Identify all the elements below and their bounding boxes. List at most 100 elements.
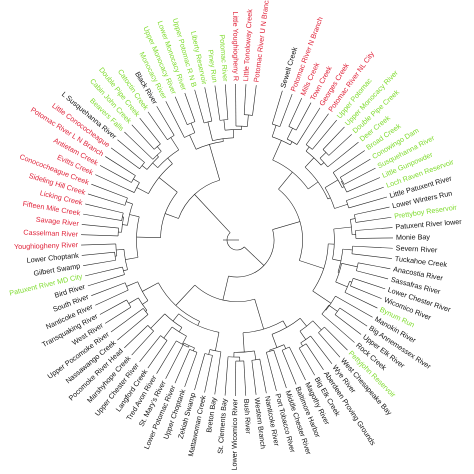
branch-radial-155 (147, 340, 168, 369)
branch-radial-11 (295, 102, 312, 131)
branch-radial-120 (254, 350, 257, 360)
branch-radial-176 (126, 281, 138, 287)
branch-arc-86 (334, 307, 341, 315)
branch-radial-208 (85, 203, 124, 214)
branch-arc-90 (312, 243, 329, 292)
branch-radial-87 (321, 313, 355, 343)
branch-arc-37 (339, 177, 345, 185)
branch-arc-40 (332, 172, 343, 188)
branch-radial-4 (271, 125, 277, 137)
branch-arc-105 (298, 343, 307, 349)
branch-radial-207 (83, 213, 122, 221)
branch-radial-126 (243, 360, 247, 396)
branch-radial-52 (354, 206, 390, 215)
branch-radial-249 (190, 122, 196, 133)
branch-arc-238 (146, 156, 159, 170)
branch-arc-77 (335, 263, 342, 283)
branch-arc-88 (321, 305, 330, 315)
branch-radial-97 (324, 326, 348, 351)
branch-radial-188 (123, 269, 128, 272)
branch-arc-163 (164, 313, 183, 328)
branch-radial-240 (147, 111, 168, 140)
branch-radial-222 (105, 156, 136, 176)
branch-radial-119 (242, 332, 245, 353)
branch-arc-170 (143, 308, 149, 315)
branch-arc-224 (133, 182, 140, 193)
branch-radial-185 (165, 213, 179, 219)
branch-arc-175 (138, 297, 148, 311)
branch-arc-199 (123, 249, 128, 270)
branch-radial-48 (299, 260, 324, 269)
branch-radial-248 (165, 101, 185, 138)
branch-radial-246 (209, 144, 221, 181)
branch-radial-61 (342, 248, 353, 251)
branch-arc-269 (244, 114, 253, 116)
branch-radial-233 (157, 146, 162, 152)
leaf-label: Youghiogheny River (14, 240, 79, 251)
branch-arc-253 (184, 132, 195, 138)
branch-radial-218 (136, 187, 149, 194)
branch-radial-172 (105, 306, 132, 324)
branch-radial-63 (351, 253, 392, 259)
branch-radial-72 (353, 278, 386, 290)
branch-arc-12 (288, 126, 297, 131)
branch-radial-261 (214, 85, 221, 121)
branch-radial-161 (124, 325, 149, 349)
branch-radial-135 (215, 332, 220, 351)
branch-radial-213 (91, 183, 128, 199)
branch-radial-2 (278, 171, 293, 190)
branch-radial-186 (136, 236, 161, 239)
branch-radial-92 (222, 276, 229, 301)
branch-arc-214 (124, 197, 128, 206)
leaf-label: Severn River (396, 243, 439, 254)
branch-radial-173 (99, 299, 127, 315)
branch-radial-81 (335, 295, 373, 318)
leaf-label: Potomac River (218, 34, 231, 82)
branch-radial-159 (150, 313, 166, 329)
branch-radial-267 (243, 84, 247, 115)
branch-radial-53 (355, 216, 392, 223)
branch-arc-209 (121, 212, 124, 221)
branch-arc-69 (356, 262, 359, 271)
branch-radial-148 (174, 349, 190, 384)
branch-arc-132 (242, 320, 284, 334)
branch-radial-18 (305, 146, 310, 152)
branch-radial-178 (91, 282, 126, 296)
branch-radial-211 (126, 201, 133, 205)
branch-arc-157 (160, 335, 168, 341)
branch-radial-19 (305, 113, 329, 145)
branch-arc-210 (121, 216, 124, 233)
branch-arc-205 (117, 228, 119, 236)
branch-radial-51 (350, 218, 356, 220)
branch-arc-198 (115, 243, 118, 257)
branch-radial-83 (328, 304, 338, 312)
leaf-label: Little Youghiogheny R (231, 11, 241, 81)
branch-radial-189 (87, 274, 125, 287)
branch-radial-1 (272, 221, 301, 230)
branch-arc-7 (272, 123, 280, 127)
branch-radial-41 (334, 203, 348, 209)
branch-radial-115 (266, 352, 277, 392)
branch-radial-60 (332, 258, 342, 262)
leaf-label: Casselman River (23, 228, 79, 239)
branch-arc-44 (346, 200, 350, 209)
branch-radial-5 (271, 90, 283, 125)
branch-radial-95 (299, 318, 307, 327)
leaf-label: Lower Wicomico River (230, 398, 240, 470)
leaf-label: St. Clements Bay (216, 398, 229, 454)
branch-radial-20 (312, 119, 337, 150)
branch-radial-150 (165, 342, 185, 379)
branch-arc-116 (266, 349, 274, 353)
branch-arc-244 (148, 163, 173, 194)
branch-radial-138 (204, 355, 213, 393)
branch-radial-134 (197, 321, 200, 326)
branch-radial-177 (95, 289, 129, 306)
branch-radial-165 (142, 282, 159, 292)
branch-radial-33 (342, 186, 345, 188)
branch-arc-164 (178, 313, 220, 333)
branch-radial-154 (163, 326, 173, 339)
branch-radial-101 (310, 335, 333, 364)
branch-radial-16 (307, 181, 319, 190)
